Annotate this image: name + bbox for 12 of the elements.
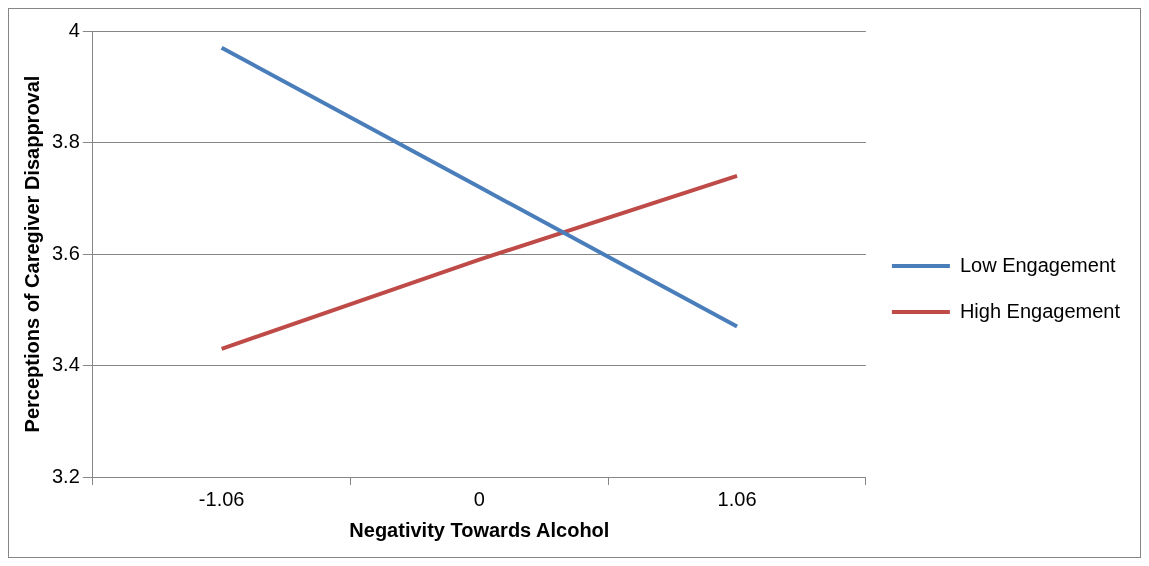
x-tick-label: 1.06 xyxy=(717,487,757,510)
legend-label: Low Engagement xyxy=(959,253,1116,276)
x-tick-label: -1.06 xyxy=(198,487,245,510)
y-axis-title: Perceptions of Caregiver Disapproval xyxy=(20,75,43,433)
y-tick-label: 4 xyxy=(68,18,80,41)
y-tick-label: 3.2 xyxy=(51,464,80,487)
x-axis-title: Negativity Towards Alcohol xyxy=(349,518,610,541)
y-tick-label: 3.6 xyxy=(51,241,80,264)
x-tick-label: 0 xyxy=(473,487,485,510)
legend-label: High Engagement xyxy=(959,299,1121,322)
y-tick-label: 3.4 xyxy=(51,353,80,376)
y-tick-label: 3.8 xyxy=(51,130,80,153)
